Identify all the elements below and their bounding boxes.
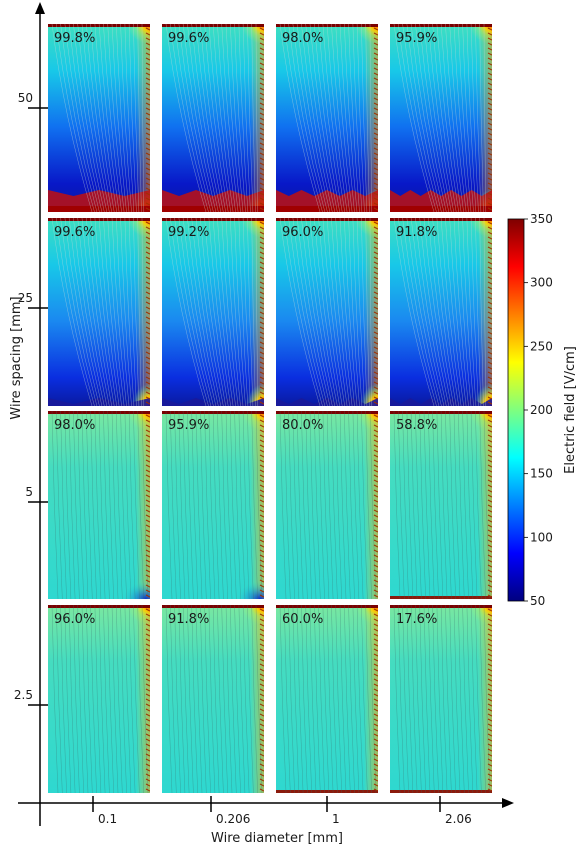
x-tick-label: 0.1 (98, 812, 117, 826)
field-panel: 99.2% (162, 218, 264, 406)
x-tick-label: 1 (332, 812, 340, 826)
efficiency-label: 98.0% (282, 31, 323, 46)
y-tick-label: 5 (25, 485, 33, 499)
x-tick-label: 2.06 (445, 812, 472, 826)
efficiency-label: 96.0% (282, 225, 323, 240)
colorbar-tick-label: 250 (530, 339, 553, 353)
electrode-strip (390, 605, 492, 608)
efficiency-label: 91.8% (396, 225, 437, 240)
field-panel: 17.6% (390, 605, 492, 793)
field-panel: 96.0% (276, 218, 378, 406)
x-tick-label: 0.206 (216, 812, 250, 826)
x-axis-label: Wire diameter [mm] (211, 831, 343, 846)
field-panel: 99.8% (48, 24, 150, 212)
colorbar-tick-label: 300 (530, 276, 553, 290)
field-panel: 95.9% (390, 24, 492, 212)
y-axis-arrow (35, 2, 45, 14)
efficiency-label: 99.8% (54, 31, 95, 46)
electrode-strip (276, 411, 378, 414)
y-tick-label: 50 (18, 91, 33, 105)
y-tick-label: 25 (18, 291, 33, 305)
y-axis-label: Wire spacing [mm] (9, 296, 24, 419)
colorbar-tick-label: 350 (530, 212, 553, 226)
field-panel: 91.8% (390, 218, 492, 406)
efficiency-label: 60.0% (282, 612, 323, 627)
electrode-strip (162, 605, 264, 608)
efficiency-label: 58.8% (396, 418, 437, 433)
y-tick-label: 2.5 (14, 688, 33, 702)
colorbar: 50 100 150 200 250 300 350 Electric field [V/cm… (507, 212, 578, 608)
x-axis-arrow (502, 798, 514, 808)
colorbar-tick-label: 150 (530, 467, 553, 481)
efficiency-label: 99.6% (54, 225, 95, 240)
electrode-strip (390, 411, 492, 414)
efficiency-label: 91.8% (168, 612, 209, 627)
efficiency-label: 95.9% (168, 418, 209, 433)
field-panel: 60.0% (276, 605, 378, 793)
field-panel: 99.6% (162, 24, 264, 212)
panel-grid: 99.8% 99.6% 98.0% 95.9% 99.6% 99.2% 96.0% 91.8%… (48, 24, 492, 793)
electrode-strip (276, 605, 378, 608)
field-panel: 96.0% (48, 605, 150, 793)
field-panel: 80.0% (276, 411, 378, 599)
electrode-strip (48, 411, 150, 414)
field-panel: 98.0% (276, 24, 378, 212)
efficiency-label: 99.2% (168, 225, 209, 240)
efficiency-label: 80.0% (282, 418, 323, 433)
electrode-strip (162, 411, 264, 414)
colorbar-label: Electric field [V/cm] (563, 346, 578, 474)
colorbar-tick-label: 200 (530, 403, 553, 417)
efficiency-label: 95.9% (396, 31, 437, 46)
field-panel: 98.0% (48, 411, 150, 599)
colorbar-tick-label: 100 (530, 530, 553, 544)
electrode-strip (48, 605, 150, 608)
efficiency-label: 96.0% (54, 612, 95, 627)
efficiency-label: 17.6% (396, 612, 437, 627)
field-panel: 99.6% (48, 218, 150, 406)
colorbar-gradient (507, 218, 525, 602)
axes: 50 25 5 2.5 0.1 0.206 1 2.06 Wire diameter [mm] W… (9, 2, 514, 846)
efficiency-label: 99.6% (168, 31, 209, 46)
field-panel: 91.8% (162, 605, 264, 793)
colorbar-tick-label: 50 (530, 594, 545, 608)
field-panel: 58.8% (390, 411, 492, 599)
efficiency-label: 98.0% (54, 418, 95, 433)
field-panel: 95.9% (162, 411, 264, 599)
